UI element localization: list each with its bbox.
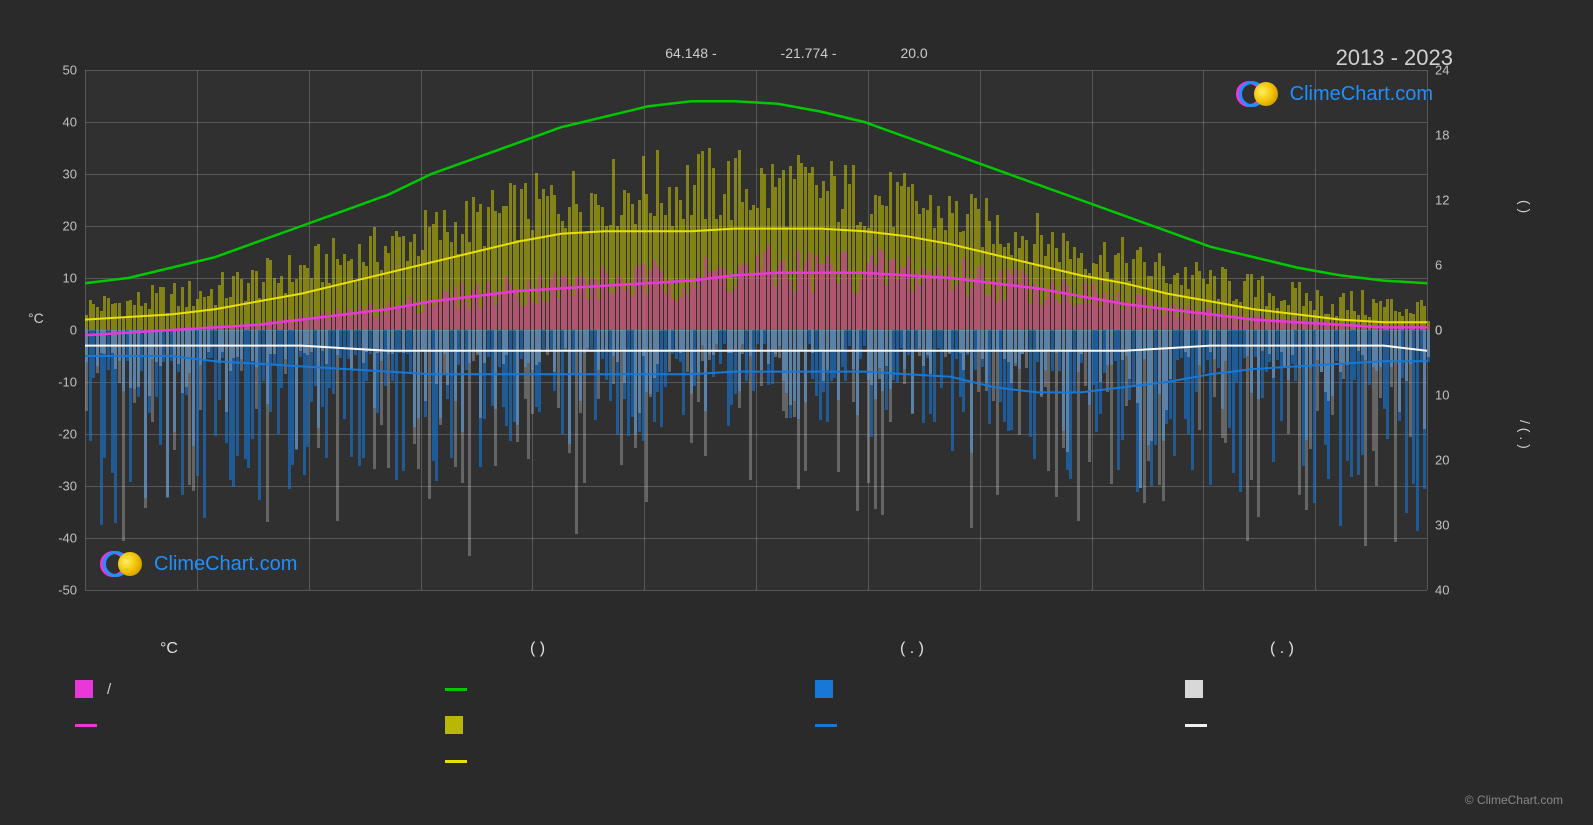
watermark-text: ClimeChart.com: [154, 553, 297, 576]
y-left-tick-label: 40: [63, 115, 77, 130]
curve: [85, 356, 1427, 392]
curves-layer: [85, 70, 1427, 590]
legend-item: [445, 676, 775, 702]
legend-item: [815, 676, 1145, 702]
legend-item: /: [75, 676, 405, 702]
y-right-bottom-tick-label: 30: [1435, 518, 1449, 533]
y-left-tick-label: 20: [63, 219, 77, 234]
legend-swatch: [445, 688, 467, 691]
y-right-top-tick-label: 6: [1435, 258, 1442, 273]
legend: °C ( ) ( . ) ( . ) /: [75, 640, 1515, 774]
y-right-bottom-tick-label: 40: [1435, 583, 1449, 598]
y-left-tick-label: -20: [58, 427, 77, 442]
y-left-tick-label: -40: [58, 531, 77, 546]
legend-swatch: [445, 760, 467, 763]
curve: [85, 346, 1427, 351]
legend-header: ( . ): [815, 640, 1145, 658]
y-left-tick-label: 50: [63, 63, 77, 78]
y-left-tick-label: -50: [58, 583, 77, 598]
y-left-tick-label: 0: [70, 323, 77, 338]
legend-item: [445, 748, 775, 774]
watermark-text: ClimeChart.com: [1290, 83, 1433, 106]
latitude: 64.148 -: [665, 45, 716, 61]
legend-swatch: [815, 724, 837, 727]
legend-swatch: [815, 680, 833, 698]
logo-icon: [1236, 80, 1280, 108]
watermark-top: ClimeChart.com: [1236, 80, 1433, 108]
legend-item: [1185, 676, 1515, 702]
climate-chart: 64.148 - -21.774 - 20.0 2013 - 2023 °C (…: [0, 0, 1593, 825]
legend-swatch: [75, 680, 93, 698]
elevation: 20.0: [900, 45, 927, 61]
curve: [85, 101, 1427, 283]
legend-item: [815, 748, 1145, 774]
legend-item: [445, 712, 775, 738]
logo-icon: [100, 550, 144, 578]
plot-area: -50-40-30-20-100102030405006121824010203…: [85, 70, 1427, 590]
legend-swatch: [75, 724, 97, 727]
grid-h-line: [85, 590, 1427, 591]
legend-item: [1185, 748, 1515, 774]
legend-item: [1185, 712, 1515, 738]
y-right-bottom-tick-label: 10: [1435, 388, 1449, 403]
y-left-tick-label: 30: [63, 167, 77, 182]
longitude: -21.774 -: [781, 45, 837, 61]
legend-swatch: [1185, 680, 1203, 698]
y-left-tick-label: -30: [58, 479, 77, 494]
y-left-tick-label: -10: [58, 375, 77, 390]
y-left-tick-label: 10: [63, 271, 77, 286]
watermark-bottom: ClimeChart.com: [100, 550, 297, 578]
y-left-axis-title: °C: [28, 310, 44, 326]
legend-item: [75, 748, 405, 774]
legend-item: [815, 712, 1145, 738]
curve: [85, 229, 1427, 323]
y-right-top-tick-label: 12: [1435, 193, 1449, 208]
legend-swatch: [445, 716, 463, 734]
legend-item: [75, 712, 405, 738]
legend-header: ( . ): [1185, 640, 1515, 658]
y-right-top-tick-label: 24: [1435, 63, 1449, 78]
legend-header: ( ): [445, 640, 775, 658]
legend-swatch: [1185, 724, 1207, 727]
copyright: © ClimeChart.com: [1465, 793, 1563, 807]
legend-label: /: [107, 681, 111, 698]
y-right-bottom-tick-label: 20: [1435, 453, 1449, 468]
legend-header: °C: [75, 640, 405, 658]
y-right-top-tick-label: 18: [1435, 128, 1449, 143]
y-right-bottom-tick-label: 0: [1435, 323, 1442, 338]
y-right-axis-title-bottom: / ( . ): [1517, 420, 1533, 449]
y-right-axis-title-top: ( ): [1517, 200, 1533, 213]
